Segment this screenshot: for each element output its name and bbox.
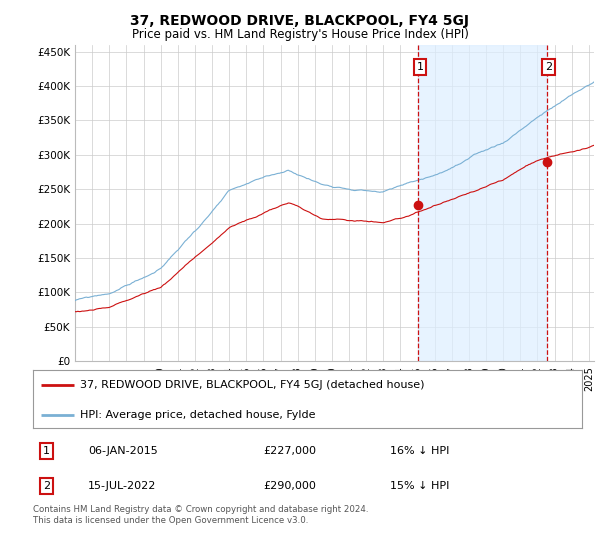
Text: 1: 1 — [43, 446, 50, 456]
Text: 2: 2 — [43, 481, 50, 491]
Text: 2: 2 — [545, 62, 552, 72]
Text: £290,000: £290,000 — [263, 481, 316, 491]
Text: Price paid vs. HM Land Registry's House Price Index (HPI): Price paid vs. HM Land Registry's House … — [131, 28, 469, 41]
Text: HPI: Average price, detached house, Fylde: HPI: Average price, detached house, Fyld… — [80, 410, 315, 421]
Bar — [418, 45, 547, 361]
Text: 06-JAN-2015: 06-JAN-2015 — [88, 446, 158, 456]
Text: 37, REDWOOD DRIVE, BLACKPOOL, FY4 5GJ (detached house): 37, REDWOOD DRIVE, BLACKPOOL, FY4 5GJ (d… — [80, 380, 424, 390]
Text: Contains HM Land Registry data © Crown copyright and database right 2024.
This d: Contains HM Land Registry data © Crown c… — [33, 505, 368, 525]
Text: 1: 1 — [416, 62, 424, 72]
Text: 15-JUL-2022: 15-JUL-2022 — [88, 481, 156, 491]
Text: 16% ↓ HPI: 16% ↓ HPI — [390, 446, 449, 456]
Text: 37, REDWOOD DRIVE, BLACKPOOL, FY4 5GJ: 37, REDWOOD DRIVE, BLACKPOOL, FY4 5GJ — [131, 14, 470, 28]
Text: £227,000: £227,000 — [263, 446, 317, 456]
Text: 15% ↓ HPI: 15% ↓ HPI — [390, 481, 449, 491]
